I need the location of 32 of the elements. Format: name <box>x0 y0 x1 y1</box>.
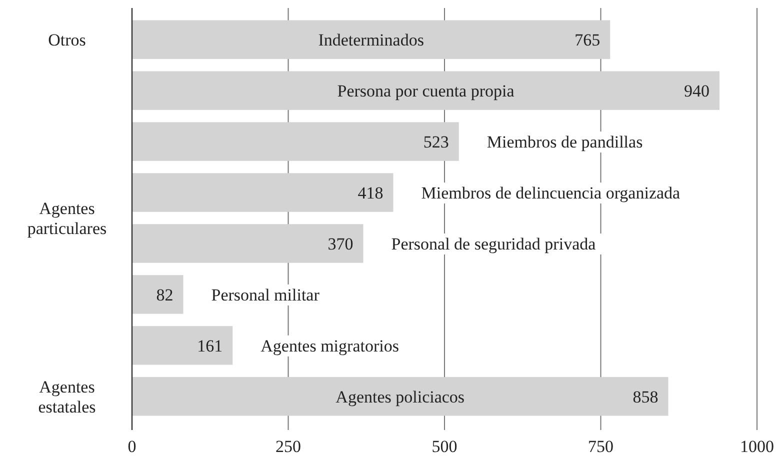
bar <box>132 20 610 59</box>
y-tick-label: Indeterminados <box>318 30 424 50</box>
data-label: 858 <box>632 387 658 406</box>
bar <box>132 326 233 365</box>
bar <box>132 173 394 212</box>
y-tick-label: Miembros de pandillas <box>486 132 643 152</box>
data-label: 418 <box>358 184 384 203</box>
x-tick-label: 750 <box>588 437 614 456</box>
data-label: 370 <box>328 234 354 254</box>
data-label: 82 <box>156 285 174 304</box>
text: Agentes particulares <box>27 199 107 238</box>
data-label: 940 <box>684 82 710 101</box>
y-tick-label: Agentes migratorios <box>260 336 399 356</box>
data-label: 161 <box>197 336 223 356</box>
bar <box>132 377 668 416</box>
data-label: 523 <box>423 132 449 152</box>
x-tick-label: 1000 <box>740 437 774 456</box>
x-tick-label: 0 <box>128 437 136 456</box>
y-tick-label: Miembros de delincuencia organizada <box>421 184 681 203</box>
x-tick-label: 250 <box>276 437 301 456</box>
bar <box>132 122 459 161</box>
y-tick-label: Persona por cuenta propia <box>337 82 515 101</box>
y-tick-label: Personal de seguridad privada <box>391 234 596 254</box>
bar <box>132 71 720 110</box>
text: Agentes estatales <box>38 377 96 416</box>
bar <box>132 224 364 263</box>
y-tick-label: Personal militar <box>211 285 320 304</box>
data-label: 765 <box>574 30 600 50</box>
y-tick-label: Agentes policiacos <box>336 387 465 406</box>
text: Otros <box>48 30 86 50</box>
bar <box>132 275 184 314</box>
x-tick-label: 500 <box>432 437 458 456</box>
